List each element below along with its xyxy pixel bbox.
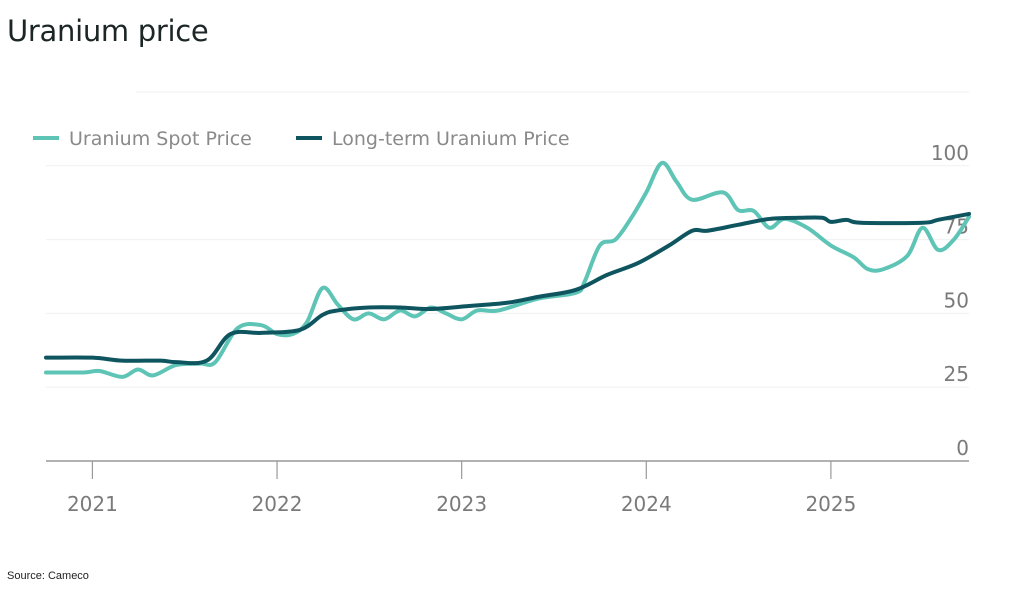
x-tick-label: 2022	[252, 492, 303, 516]
x-tick-label: 2025	[805, 492, 856, 516]
legend-label: Long-term Uranium Price	[332, 128, 570, 150]
legend-label: Uranium Spot Price	[69, 128, 252, 150]
chart-title: Uranium price	[7, 14, 209, 48]
source-note: Source: Cameco	[7, 570, 89, 582]
y-tick-label: 50	[944, 288, 969, 312]
y-tick-label: 0	[956, 436, 969, 460]
x-tick-label: 2021	[67, 492, 118, 516]
x-tick-label: 2024	[621, 492, 672, 516]
series-line-spot-price	[44, 160, 971, 379]
series-line-long-term-price	[44, 211, 971, 366]
x-tick-label: 2023	[436, 492, 487, 516]
y-tick-label: 100	[931, 141, 969, 165]
y-tick-label: 25	[944, 362, 969, 386]
